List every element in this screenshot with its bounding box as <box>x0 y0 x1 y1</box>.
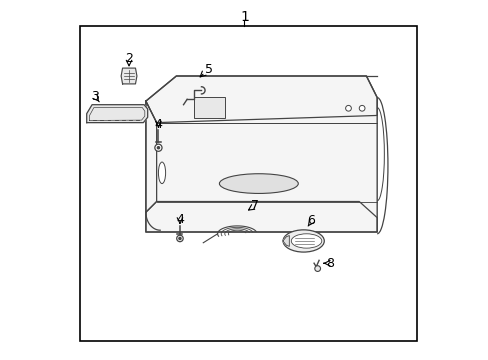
Text: 2: 2 <box>125 52 133 65</box>
Circle shape <box>359 105 364 111</box>
Circle shape <box>176 235 183 242</box>
Bar <box>80 26 416 341</box>
Ellipse shape <box>291 234 321 248</box>
Circle shape <box>155 144 162 151</box>
Circle shape <box>345 105 351 111</box>
Text: 1: 1 <box>240 10 248 24</box>
Polygon shape <box>121 68 137 84</box>
Text: 5: 5 <box>204 63 212 76</box>
Polygon shape <box>145 76 376 232</box>
Text: 4: 4 <box>154 118 162 131</box>
Circle shape <box>314 266 320 271</box>
Polygon shape <box>282 235 289 246</box>
Ellipse shape <box>219 174 298 193</box>
Text: 7: 7 <box>251 199 259 212</box>
Circle shape <box>179 237 181 239</box>
Text: 3: 3 <box>90 90 99 103</box>
Polygon shape <box>145 76 376 123</box>
FancyBboxPatch shape <box>194 97 224 118</box>
Circle shape <box>157 147 159 149</box>
Ellipse shape <box>283 230 324 252</box>
Text: 8: 8 <box>326 257 334 270</box>
Ellipse shape <box>158 162 165 184</box>
Polygon shape <box>145 101 156 212</box>
Text: 6: 6 <box>306 214 314 227</box>
Text: 4: 4 <box>176 213 183 226</box>
Polygon shape <box>86 105 147 123</box>
Polygon shape <box>145 202 376 232</box>
